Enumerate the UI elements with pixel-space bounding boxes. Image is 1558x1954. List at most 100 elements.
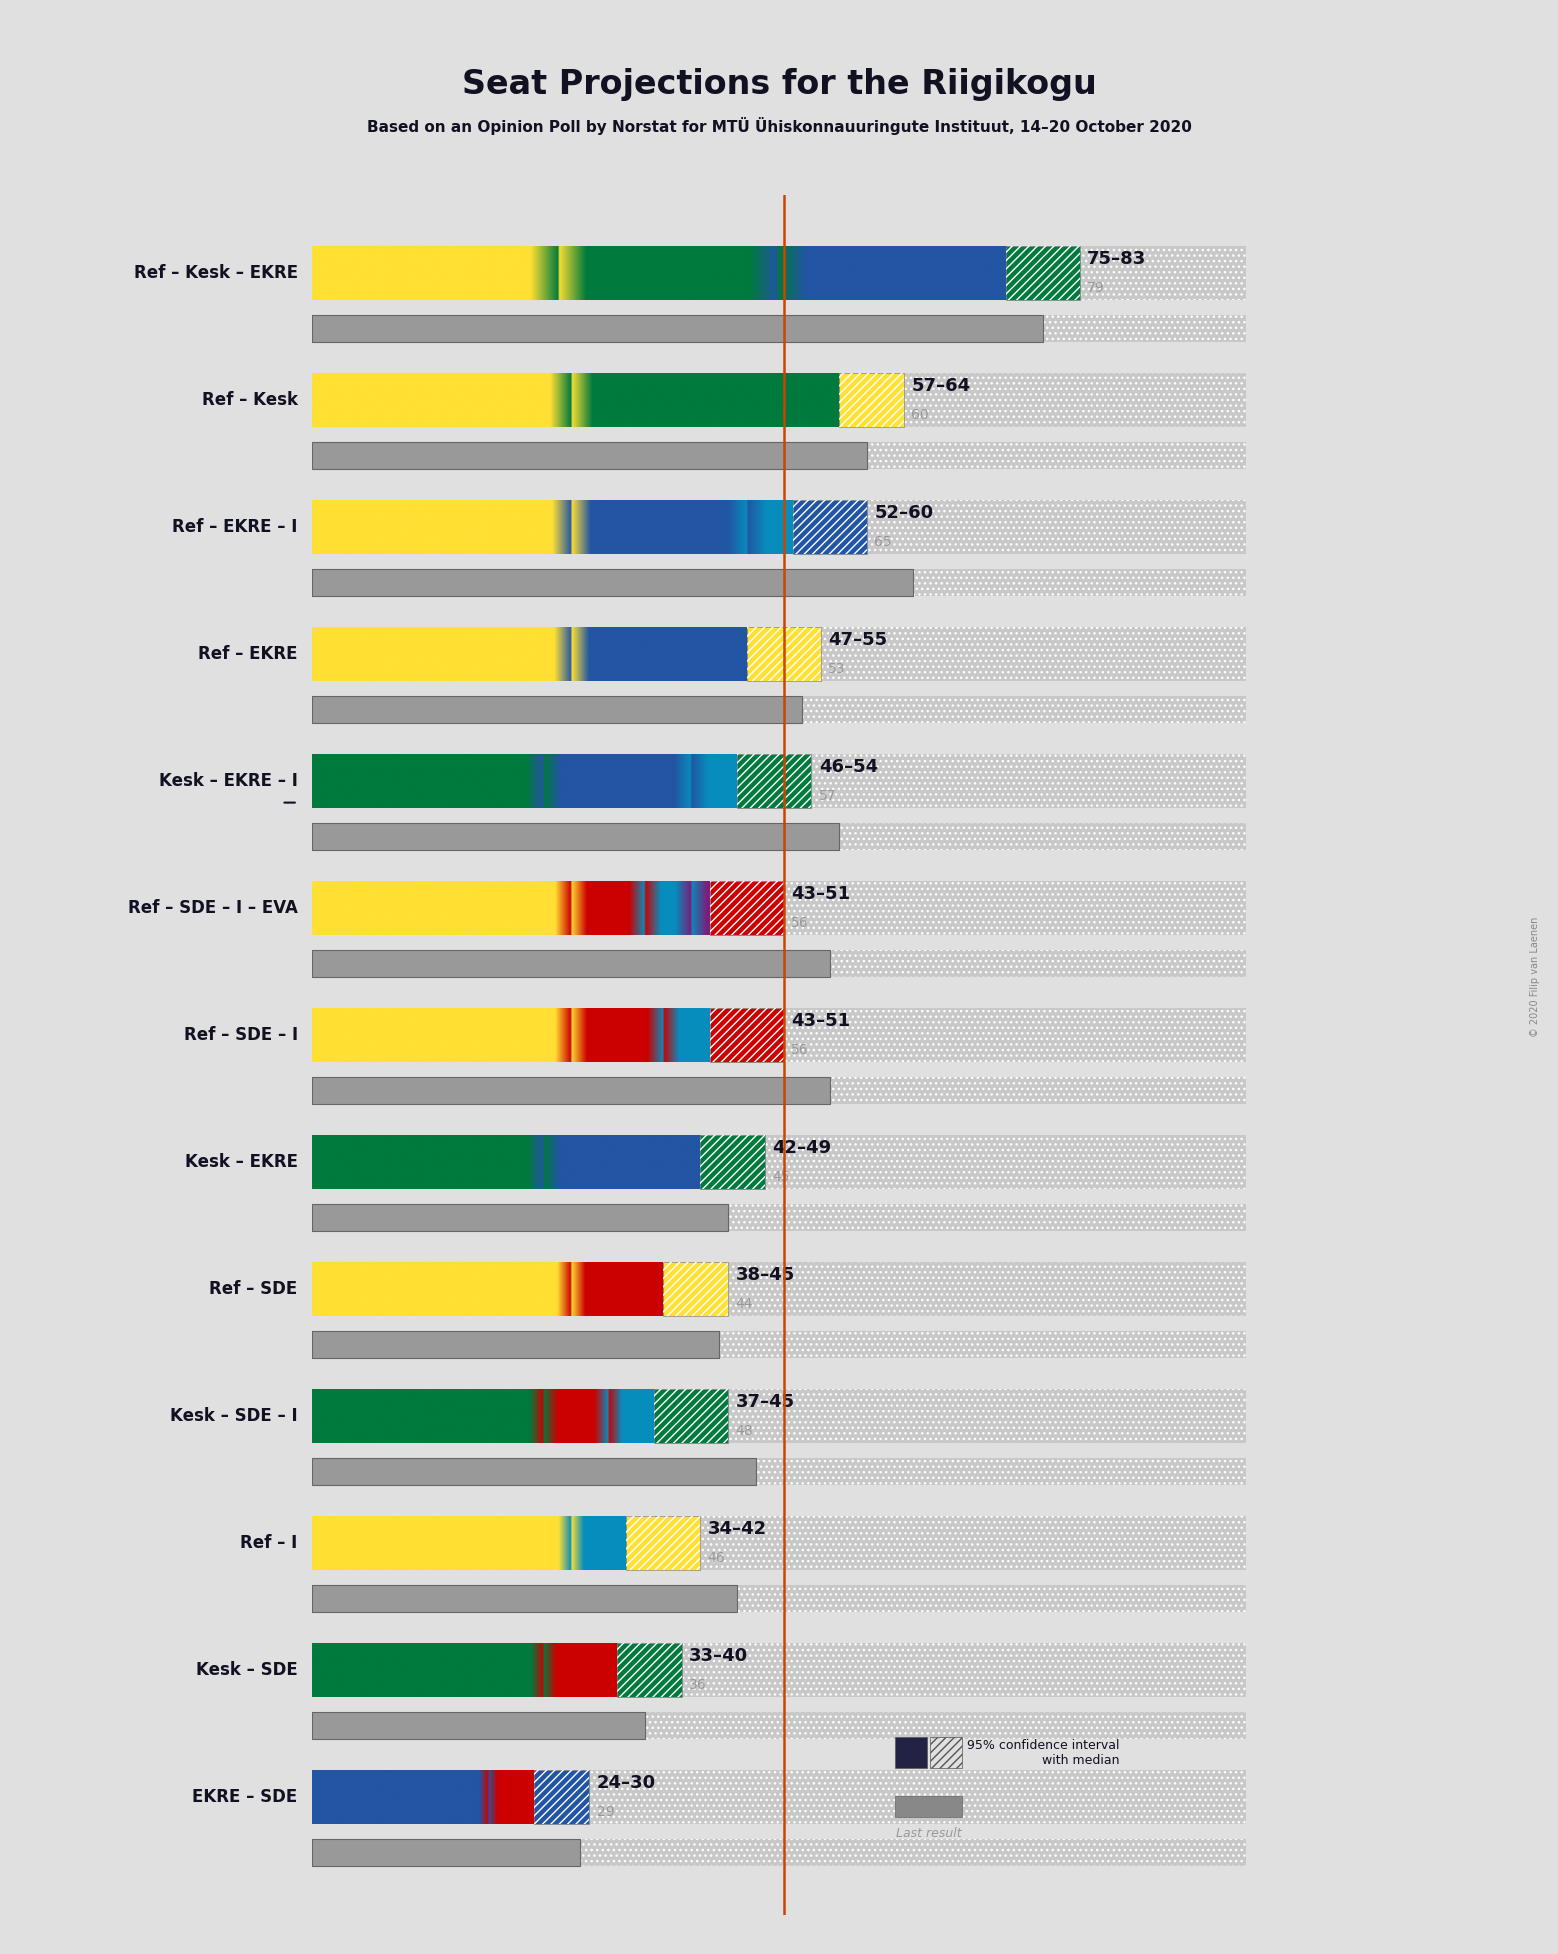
Text: Seat Projections for the Riigikogu: Seat Projections for the Riigikogu xyxy=(461,68,1097,102)
Text: Ref – EKRE – I: Ref – EKRE – I xyxy=(173,518,298,535)
Bar xyxy=(312,1585,1246,1612)
Bar xyxy=(312,315,1246,342)
Bar xyxy=(312,1135,1246,1188)
Bar xyxy=(312,627,1246,680)
Bar xyxy=(312,1077,1246,1104)
Bar xyxy=(701,1135,765,1188)
Bar xyxy=(930,1737,963,1768)
Bar xyxy=(312,1204,728,1231)
Bar xyxy=(312,373,1246,426)
Bar xyxy=(737,754,812,807)
Bar xyxy=(312,754,1246,807)
Bar xyxy=(709,881,784,934)
Text: EKRE – SDE: EKRE – SDE xyxy=(193,1788,298,1805)
Bar xyxy=(312,1516,1246,1569)
Bar xyxy=(793,500,866,553)
Text: 57–64: 57–64 xyxy=(911,377,971,395)
Bar xyxy=(1006,246,1080,299)
Bar xyxy=(312,1585,1246,1612)
Bar xyxy=(312,569,913,596)
Text: 46–54: 46–54 xyxy=(820,758,877,776)
Bar xyxy=(312,1643,1246,1696)
Bar xyxy=(312,500,1246,553)
Bar xyxy=(312,1458,756,1485)
Bar xyxy=(312,1585,737,1612)
Text: 65: 65 xyxy=(874,535,893,549)
Text: 48: 48 xyxy=(735,1424,753,1438)
Bar xyxy=(534,1770,589,1825)
Bar xyxy=(894,1737,927,1768)
Bar xyxy=(312,1331,1246,1358)
Text: Kesk – SDE – I: Kesk – SDE – I xyxy=(170,1407,298,1424)
Bar xyxy=(312,1770,1246,1825)
Bar xyxy=(312,1331,718,1358)
Bar xyxy=(312,1008,1246,1061)
Bar xyxy=(312,950,830,977)
Text: 56: 56 xyxy=(791,1043,809,1057)
Text: 34–42: 34–42 xyxy=(707,1520,767,1538)
Bar xyxy=(793,500,866,553)
Bar xyxy=(312,950,1246,977)
Text: 42–49: 42–49 xyxy=(773,1139,832,1157)
Bar xyxy=(312,1839,580,1866)
Bar xyxy=(312,569,1246,596)
Bar xyxy=(312,1712,645,1739)
Text: 95% confidence interval
with median: 95% confidence interval with median xyxy=(968,1739,1119,1766)
Bar xyxy=(654,1389,728,1442)
Bar xyxy=(312,1458,756,1485)
Text: 45: 45 xyxy=(773,1170,790,1184)
Bar xyxy=(312,1643,1246,1696)
Bar xyxy=(312,950,1246,977)
Bar xyxy=(312,696,1246,723)
Bar xyxy=(312,1770,1246,1825)
Bar xyxy=(709,1008,784,1061)
Bar xyxy=(1006,246,1080,299)
Text: © 2020 Filip van Laenen: © 2020 Filip van Laenen xyxy=(1530,916,1539,1038)
Bar xyxy=(312,1458,1246,1485)
Bar xyxy=(312,696,1246,723)
Bar xyxy=(312,1389,1246,1442)
Bar xyxy=(312,1389,1246,1442)
Text: 53: 53 xyxy=(827,662,846,676)
Bar xyxy=(312,315,1042,342)
Bar xyxy=(312,246,1246,299)
Bar xyxy=(312,823,840,850)
Text: 44: 44 xyxy=(735,1297,753,1311)
Bar xyxy=(617,1643,682,1696)
Text: Kesk – EKRE: Kesk – EKRE xyxy=(185,1153,298,1170)
Text: 75–83: 75–83 xyxy=(1087,250,1147,268)
Bar xyxy=(654,1389,728,1442)
Bar xyxy=(312,500,1246,553)
Bar xyxy=(312,1135,1246,1188)
Bar xyxy=(312,442,1246,469)
Bar xyxy=(312,315,1042,342)
Bar xyxy=(312,1077,1246,1104)
Text: 43–51: 43–51 xyxy=(791,1012,851,1030)
Bar xyxy=(312,1204,728,1231)
Bar xyxy=(709,1008,784,1061)
Bar xyxy=(312,1262,1246,1315)
Bar xyxy=(312,1008,1246,1061)
Text: Kesk – EKRE – I: Kesk – EKRE – I xyxy=(159,772,298,789)
Bar xyxy=(312,1204,1246,1231)
Bar xyxy=(312,881,1246,934)
Bar xyxy=(312,569,913,596)
Text: 47–55: 47–55 xyxy=(827,631,887,649)
Bar xyxy=(312,373,1246,426)
Bar xyxy=(617,1643,682,1696)
Text: Ref – SDE – I – EVA: Ref – SDE – I – EVA xyxy=(128,899,298,916)
Text: 46: 46 xyxy=(707,1551,726,1565)
Bar xyxy=(312,696,802,723)
Bar xyxy=(312,1204,1246,1231)
Bar xyxy=(312,627,1246,680)
Text: 29: 29 xyxy=(597,1805,614,1819)
Bar xyxy=(894,1796,963,1817)
Bar xyxy=(840,373,904,426)
Bar xyxy=(312,569,1246,596)
Text: 36: 36 xyxy=(689,1678,707,1692)
Bar xyxy=(312,1839,1246,1866)
Bar xyxy=(626,1516,701,1569)
Bar xyxy=(312,315,1246,342)
Bar xyxy=(312,823,1246,850)
Text: 38–45: 38–45 xyxy=(735,1266,795,1284)
